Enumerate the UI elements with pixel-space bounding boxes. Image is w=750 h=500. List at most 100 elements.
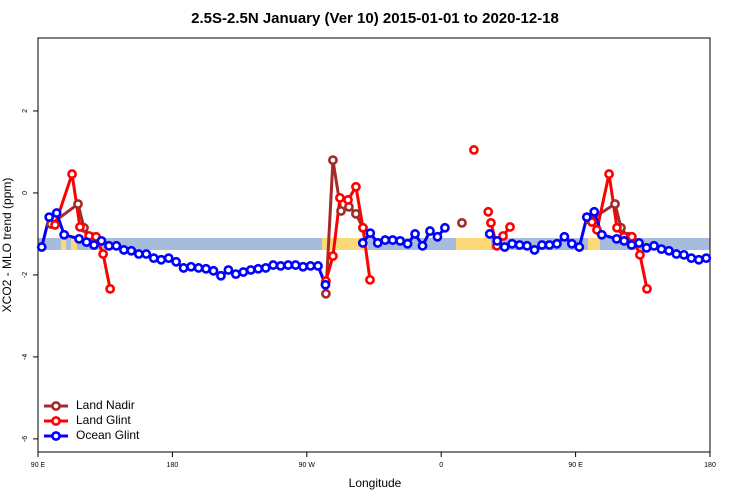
land-band	[61, 238, 66, 250]
data-point	[328, 251, 338, 261]
data-point	[701, 253, 712, 264]
data-point	[612, 222, 622, 233]
data-point	[626, 231, 637, 242]
x-axis-label: Longitude	[349, 476, 402, 490]
data-point	[81, 237, 92, 248]
data-point	[626, 240, 637, 250]
data-point	[98, 249, 109, 259]
data-point	[208, 265, 219, 276]
x-tick-label: 90 E	[568, 462, 583, 469]
data-point	[365, 228, 376, 239]
data-point	[335, 192, 345, 203]
data-point	[178, 263, 189, 273]
data-point	[253, 263, 264, 274]
data-point	[610, 199, 620, 209]
data-point	[156, 254, 167, 265]
data-point	[73, 199, 83, 209]
legend-marker	[51, 416, 61, 426]
data-point	[104, 240, 114, 251]
data-point	[343, 195, 353, 205]
data-point	[111, 240, 122, 251]
data-point	[514, 240, 525, 250]
land-band	[456, 238, 491, 250]
y-tick-label: -6	[22, 436, 29, 442]
data-point	[50, 220, 60, 230]
data-point	[380, 235, 391, 245]
data-point	[566, 238, 577, 249]
data-point	[268, 260, 279, 270]
x-tick-label: 180	[167, 462, 179, 469]
x-tick-label: 90 W	[299, 462, 316, 469]
data-point	[395, 236, 406, 246]
data-point	[664, 245, 674, 256]
data-point	[148, 253, 159, 264]
data-point	[387, 235, 398, 245]
data-point	[59, 229, 70, 240]
data-point	[36, 242, 47, 252]
data-point	[126, 245, 137, 256]
data-point	[351, 181, 361, 192]
data-point	[552, 238, 562, 249]
data-point	[238, 267, 249, 277]
data-point	[96, 236, 107, 246]
data-point	[201, 263, 211, 274]
data-point	[619, 236, 630, 246]
legend-marker	[51, 401, 61, 411]
legend-label: Ocean Glint	[76, 428, 140, 442]
x-tick-label: 180	[704, 462, 716, 469]
data-point	[193, 263, 204, 273]
legend-marker	[51, 431, 61, 441]
y-tick-label: -4	[22, 354, 29, 360]
data-point	[163, 253, 174, 264]
data-point	[611, 233, 622, 244]
data-point	[118, 245, 129, 255]
data-point	[336, 206, 346, 216]
data-point	[44, 212, 55, 223]
data-point	[171, 256, 182, 267]
data-point	[74, 233, 84, 244]
data-point	[410, 229, 420, 239]
data-point	[305, 261, 316, 271]
data-point	[51, 208, 62, 218]
data-point	[581, 212, 592, 223]
data-point	[505, 222, 515, 232]
data-point	[693, 254, 704, 265]
data-point	[417, 240, 428, 251]
data-point	[537, 240, 547, 250]
data-point	[230, 269, 241, 280]
data-point	[589, 206, 600, 217]
data-point	[634, 238, 644, 248]
data-point	[351, 208, 361, 219]
data-point	[498, 231, 508, 241]
data-point	[245, 265, 256, 275]
data-point	[596, 229, 607, 240]
data-point	[469, 145, 479, 155]
data-point	[402, 238, 413, 249]
data-point	[358, 222, 368, 233]
data-point	[686, 253, 697, 264]
data-point	[320, 279, 331, 290]
legend-label: Land Glint	[76, 413, 131, 427]
data-point	[457, 217, 467, 228]
y-tick-label: 0	[22, 191, 29, 195]
land-band	[71, 238, 77, 250]
data-point	[67, 169, 77, 179]
y-tick-label: -2	[22, 272, 29, 278]
x-tick-label: 0	[439, 462, 443, 469]
chart-title: 2.5S-2.5N January (Ver 10) 2015-01-01 to…	[191, 10, 559, 27]
data-point	[486, 217, 496, 228]
data-point	[223, 265, 234, 275]
y-axis-label: XCO2 - MLO trend (ppm)	[0, 178, 14, 313]
data-point	[141, 249, 152, 259]
data-point	[641, 242, 652, 253]
data-point	[499, 242, 510, 252]
data-point	[275, 261, 286, 271]
data-point	[507, 238, 518, 249]
data-point	[604, 169, 614, 179]
data-point	[671, 249, 682, 259]
data-point	[483, 206, 494, 217]
data-point	[290, 260, 301, 270]
data-point	[678, 249, 689, 260]
data-point	[313, 261, 323, 271]
data-point	[544, 240, 555, 250]
